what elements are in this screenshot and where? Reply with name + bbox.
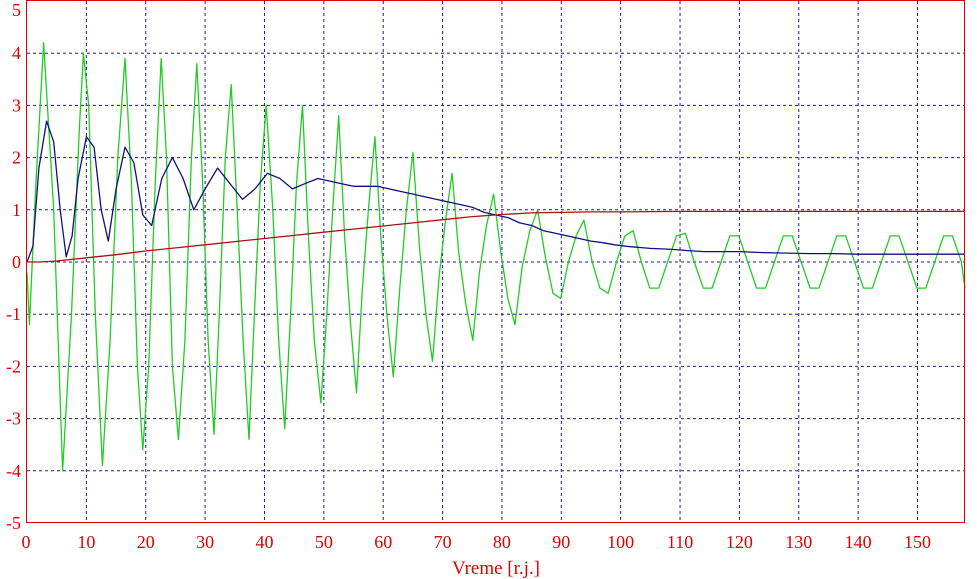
x-axis-title: Vreme [r.j.] [452,558,540,579]
x-tick-label: 60 [374,532,392,552]
y-tick-label: 2 [12,148,21,168]
series-line-1 [26,42,966,472]
series-layer [26,42,966,472]
plot-frame [26,0,965,523]
y-tick-label: 0 [12,252,21,272]
y-tick-label: -3 [6,409,21,429]
y-tick-label: 5 [12,0,21,20]
x-tick-label: 130 [785,532,812,552]
y-tick-label: -4 [6,461,21,481]
x-tick-label: 140 [845,532,872,552]
y-tick-labels: -5 -4 -3 -2 -1 0 1 2 3 4 5 [6,0,21,533]
x-tick-label: 150 [904,532,931,552]
x-tick-label: 10 [77,532,95,552]
x-tick-label: 20 [137,532,155,552]
x-tick-label: 110 [667,532,693,552]
y-tick-label: 3 [12,95,21,115]
y-tick-label: -5 [6,513,21,533]
y-tick-label: -1 [6,304,21,324]
y-tick-label: 4 [12,43,21,63]
x-tick-label: 100 [607,532,634,552]
y-tick-label: -2 [6,356,21,376]
x-tick-label: 70 [434,532,452,552]
x-tick-label: 90 [552,532,570,552]
x-tick-label: 30 [196,532,214,552]
x-tick-label: 120 [726,532,753,552]
grid [27,1,965,523]
x-tick-label: 0 [22,532,31,552]
x-tick-label: 50 [315,532,333,552]
x-tick-label: 80 [493,532,511,552]
series-line-2 [26,120,965,263]
y-tick-label: 1 [12,200,21,220]
x-tick-labels: 0 10 20 30 40 50 60 70 80 90 100 110 120 130 140 150 [22,532,932,552]
x-tick-label: 40 [255,532,273,552]
series-line-3 [27,210,965,263]
